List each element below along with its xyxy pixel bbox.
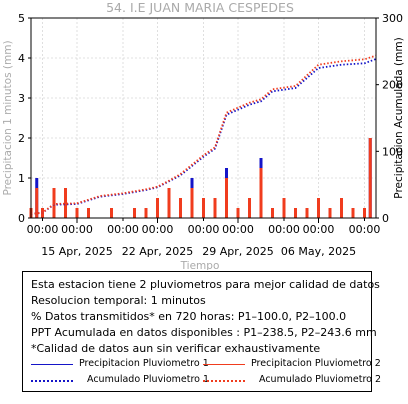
precipitation-chart: 54. I.E JUAN MARIA CESPEDES 0 1 2 3 4 5 0 100 20… [2, 0, 405, 270]
y-right-tick-label: 200 [382, 79, 403, 92]
info-line-accumulated: PPT Acumulada en datos disponibles : P1–… [31, 326, 377, 339]
precip-bar-p2 [305, 208, 309, 218]
precip-bar-p2 [225, 178, 228, 218]
precip-bar-p2 [190, 188, 194, 218]
precip-bar-p2 [213, 198, 217, 218]
x-tick-label-date: 22 Apr, 2025 [122, 245, 194, 258]
y-left-tick-label: 4 [18, 52, 25, 65]
precip-bar-p2 [271, 208, 274, 218]
y-right-tick-label: 0 [382, 212, 389, 225]
x-tick-label-date: 29 Apr, 2025 [202, 245, 274, 258]
precip-bar-p2 [248, 198, 251, 218]
legend-swatch-precip-2 [203, 364, 245, 365]
y-left-tick-label: 5 [18, 12, 25, 25]
precip-bar-p2 [351, 208, 355, 218]
precip-bar-p2 [236, 208, 240, 218]
legend-label-accum-1: Acumulado Pluviometro 1 [87, 374, 210, 385]
precip-bar-p2 [294, 208, 297, 218]
x-tick-label-time: 00:00 [142, 223, 174, 236]
grid [31, 18, 376, 218]
precipitation-bars [29, 138, 372, 218]
precip-bar-p2 [202, 198, 205, 218]
y-right-tick-label: 100 [382, 145, 403, 158]
accumulated-lines [30, 54, 377, 215]
precip-bar-p2 [110, 208, 113, 218]
precip-bar-p2 [363, 208, 366, 218]
precip-bar-p2 [368, 138, 372, 218]
accumulated-line-p1 [30, 58, 377, 215]
legend-swatch-accum-2 [203, 380, 245, 382]
legend-label-precip-1: Precipitacion Pluviometro 1 [79, 358, 209, 369]
info-line-stations: Esta estacion tiene 2 pluviometros para … [31, 278, 380, 291]
y-left-tick-label: 3 [18, 92, 25, 105]
precip-bar-p2 [64, 188, 67, 218]
info-line-quality: *Calidad de datos aun sin verificar exha… [31, 342, 321, 355]
info-line-resolution: Resolucion temporal: 1 minutos [31, 294, 206, 307]
x-tick-label-time: 00:00 [303, 223, 335, 236]
precip-bar-p2 [259, 168, 263, 218]
precip-bar-p2 [75, 208, 79, 218]
precip-bar-p2 [144, 208, 148, 218]
info-box: Esta estacion tiene 2 pluviometros para … [22, 271, 381, 392]
precip-bar-p2 [317, 198, 320, 218]
precip-bar-p2 [167, 188, 171, 218]
x-tick-label-date: 06 May, 2025 [281, 245, 356, 258]
x-tick-label-time: 00:00 [27, 223, 59, 236]
precip-bar-p2 [282, 198, 286, 218]
x-tick-label-time: 00:00 [268, 223, 300, 236]
precip-bar-p2 [133, 208, 136, 218]
x-axis-label: Tiempo [180, 260, 220, 270]
precip-bar-p2 [179, 198, 182, 218]
legend-swatch-accum-1 [31, 380, 73, 382]
y-left-tick-label: 2 [18, 132, 25, 145]
info-line-transmitted: % Datos transmitidos* en 720 horas: P1–1… [31, 310, 347, 323]
legend-label-accum-2: Acumulado Pluviometro 2 [259, 374, 382, 385]
precip-bar-p2 [52, 188, 56, 218]
precip-bar-p2 [156, 198, 159, 218]
y-left-tick-label: 0 [18, 212, 25, 225]
legend-swatch-precip-1 [31, 364, 73, 365]
y-axis-left-label: Precipitacion 1 minutos (mm) [2, 40, 14, 195]
x-tick-label-time: 00:00 [107, 223, 139, 236]
x-tick-label-time: 00:00 [61, 223, 93, 236]
precip-bar-p2 [340, 198, 343, 218]
x-tick-label-time: 00:00 [349, 223, 381, 236]
legend-label-precip-2: Precipitacion Pluviometro 2 [251, 358, 381, 369]
y-left-tick-label: 1 [18, 172, 25, 185]
x-tick-label-time: 00:00 [222, 223, 254, 236]
precip-bar-p2 [87, 208, 90, 218]
x-tick-label-time: 00:00 [188, 223, 220, 236]
y-right-tick-label: 300 [382, 12, 403, 25]
x-tick-label-date: 15 Apr, 2025 [41, 245, 113, 258]
y-axis-right-label: Precipitacion Acumulada (mm) [393, 37, 405, 198]
precip-bar-p2 [328, 208, 332, 218]
precip-bar-p2 [35, 188, 39, 218]
chart-title: 54. I.E JUAN MARIA CESPEDES [106, 0, 294, 15]
